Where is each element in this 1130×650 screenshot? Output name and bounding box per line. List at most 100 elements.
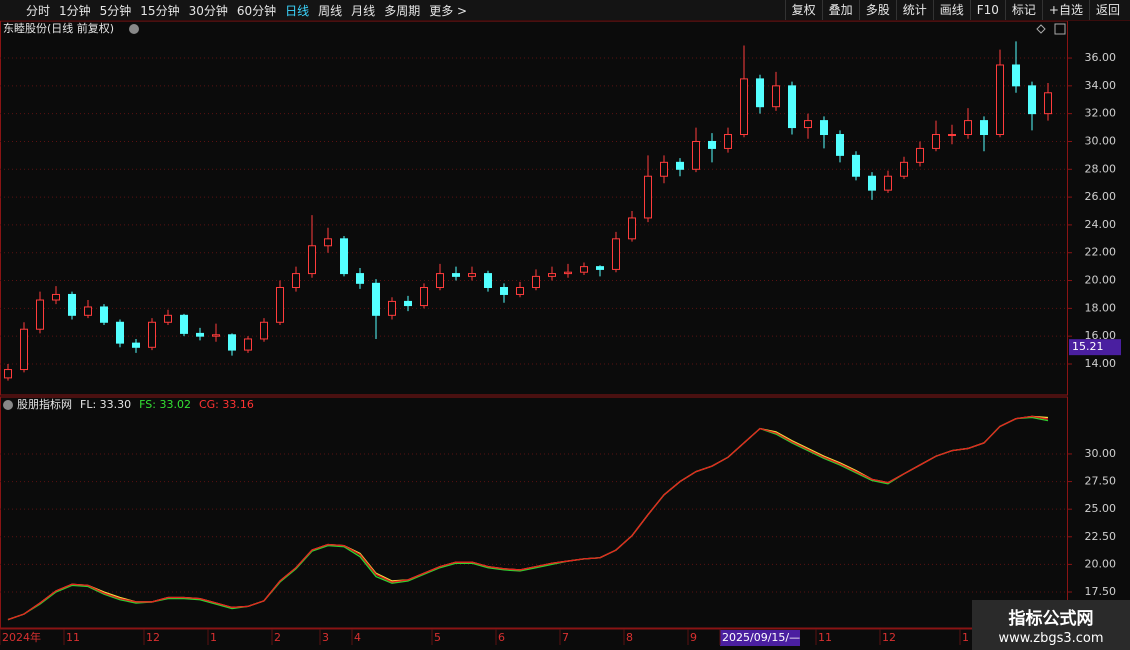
candle-body [68,293,76,316]
candle-body [452,273,460,277]
candle-body [532,275,540,288]
y-tick-label: 30.00 [1085,134,1117,147]
price-marker-box [1069,339,1121,356]
x-tick-label: 8 [626,631,633,644]
period-tab[interactable]: 周线 [318,3,343,18]
period-tab[interactable]: 分时 [26,3,51,18]
candle-body [340,238,348,275]
x-tick-label: 11 [66,631,80,644]
candle-body [132,342,140,348]
x-tick-label: 2024年 [2,630,41,644]
indicator-dropdown[interactable] [3,400,13,410]
indicator-line [7,415,1049,621]
y-tick-label: 24.00 [1085,218,1117,231]
candle-body [212,334,220,337]
candle-body [404,300,412,307]
period-tab[interactable]: 月线 [351,3,376,18]
toolbar: 分时 1分钟 5分钟 15分钟 30分钟 60分钟 日线 周线 月线 多周期 更多 > 复权 叠加 多股… [0,0,1130,21]
candle-body [740,78,748,136]
diamond-icon[interactable] [1036,24,1046,34]
indicator-readout: FL: 33.30 FS: 33.02 CG: 33.16 [80,398,254,411]
candle-body [660,161,668,177]
y-tick-label: 28.00 [1085,162,1117,175]
stock-title: 东睦股份(日线 前复权) [3,21,114,35]
period-tab[interactable]: 5分钟 [99,3,132,18]
candle-body [884,175,892,191]
indicator-panel-frame [0,396,1068,629]
x-tick-label: 12 [146,631,160,644]
candle-body [324,238,332,247]
x-tick-label: 4 [354,631,361,644]
y-tick-label: 30.00 [1085,447,1117,460]
candle-body [948,134,956,137]
period-tab[interactable]: 多周期 [384,3,421,18]
tool-button[interactable]: 多股 [858,0,896,20]
candle-body [804,120,812,129]
x-tick-label: 1 [962,631,969,644]
y-tick-label: 20.00 [1085,274,1117,287]
tool-button[interactable]: 统计 [895,0,933,20]
x-tick-label: 2025/09/15/— [722,631,800,644]
candle-body [580,266,588,273]
candle-body [388,300,396,316]
x-tick-label: 3 [322,631,329,644]
candle-body [756,78,764,108]
candle-body [276,286,284,323]
candle-body [308,245,316,275]
y-tick-label: 22.50 [1085,530,1117,543]
candle-body [228,334,236,351]
x-tick-label: 11 [818,631,832,644]
candle-body [1012,64,1020,87]
candle-body [484,273,492,288]
candle-body [708,140,716,149]
candle-body [164,314,172,323]
period-tab[interactable]: 60分钟 [236,3,277,18]
candle-body [916,147,924,163]
y-tick-label: 27.50 [1085,475,1117,488]
candle-body [84,306,92,316]
tool-button[interactable]: F10 [969,0,1005,20]
y-tick-label: 14.00 [1085,357,1117,370]
x-tick-label: 5 [434,631,441,644]
candle-body [1044,92,1052,115]
candle-body [356,273,364,284]
candle-body [628,217,636,240]
x-tick-label: 12 [882,631,896,644]
period-tab[interactable]: 更多 > [429,3,468,18]
x-tick-label: 7 [562,631,569,644]
watermark-url: www.zbgs3.com [998,631,1104,646]
y-tick-label: 36.00 [1085,51,1117,64]
candle-body [596,266,604,270]
candle-body [820,120,828,136]
tool-button[interactable]: +自选 [1041,0,1089,20]
candle-body [116,321,124,344]
panel-icon[interactable] [1054,23,1066,35]
tool-button[interactable]: 返回 [1088,0,1126,20]
main-panel-frame [0,20,1068,396]
y-tick-label: 26.00 [1085,190,1117,203]
candle-body [548,273,556,277]
y-tick-label: 20.00 [1085,557,1117,570]
period-tab[interactable]: 1分钟 [59,3,91,18]
period-tab[interactable]: 日线 [285,3,310,18]
candle-body [676,161,684,170]
tool-button[interactable]: 叠加 [821,0,859,20]
period-tab[interactable]: 15分钟 [140,3,180,18]
tool-button[interactable]: 画线 [932,0,970,20]
watermark-title: 指标公式网 [1008,609,1094,629]
readout-value: FL: 33.30 [80,398,131,411]
candle-body [724,134,732,149]
candle-body [644,175,652,219]
title-dropdown[interactable] [129,24,139,34]
candle-body [468,273,476,277]
candle-body [244,338,252,351]
candle-body [964,120,972,136]
readout-value: CG: 33.16 [199,398,254,411]
y-tick-label: 22.00 [1085,246,1117,259]
tool-button[interactable]: 标记 [1004,0,1042,20]
candle-body [500,286,508,295]
indicator-line [7,415,1049,621]
period-tab[interactable]: 30分钟 [188,3,228,18]
indicator-title: 股朋指标网 [17,397,72,411]
tool-button[interactable]: 复权 [784,0,822,20]
